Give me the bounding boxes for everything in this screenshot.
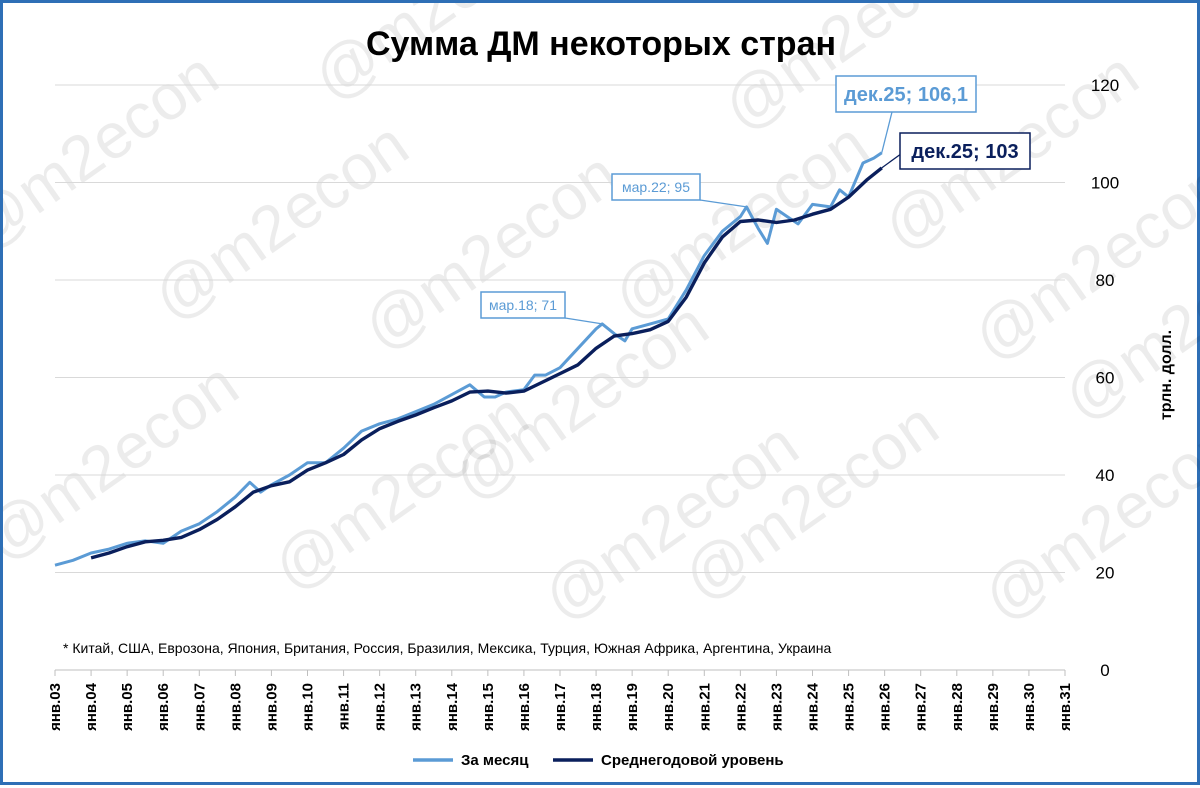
x-tick-label: янв.14 — [444, 682, 461, 731]
legend-label-annual: Среднегодовой уровень — [601, 752, 784, 769]
annotation-leader — [882, 155, 900, 168]
annotation-label: дек.25; 106,1 — [844, 84, 968, 106]
x-tick-label: янв.06 — [155, 683, 172, 731]
x-tick-label: янв.10 — [300, 683, 317, 731]
x-tick-label: янв.05 — [119, 683, 136, 731]
y-tick-label: 0 — [1100, 661, 1109, 680]
annotation-label: дек.25; 103 — [911, 141, 1018, 163]
x-tick-label: янв.26 — [877, 683, 894, 731]
x-tick-label: янв.19 — [624, 683, 641, 731]
y-tick-label: 120 — [1091, 76, 1119, 95]
x-tick-label: янв.12 — [372, 683, 389, 731]
watermark-text: @m2econ — [3, 348, 251, 575]
chart-title: Сумма ДМ некоторых стран — [366, 25, 836, 63]
x-tick-label: янв.31 — [1057, 683, 1074, 731]
x-tick-label: янв.23 — [768, 683, 785, 731]
x-tick-label: янв.17 — [552, 683, 569, 731]
x-tick-label: янв.11 — [336, 683, 353, 730]
legend-label-monthly: За месяц — [461, 752, 529, 769]
x-tick-label: янв.09 — [263, 683, 280, 731]
watermark-text: @m2econ — [3, 38, 231, 265]
x-tick-label: янв.28 — [949, 683, 966, 731]
x-tick-label: янв.20 — [660, 683, 677, 731]
x-tick-label: янв.24 — [805, 682, 822, 731]
y-tick-label: 20 — [1096, 564, 1115, 583]
x-tick-label: янв.25 — [841, 683, 858, 731]
x-tick-label: янв.04 — [83, 682, 100, 731]
annotation-leader — [882, 112, 892, 153]
y-tick-label: 60 — [1096, 369, 1115, 388]
y-tick-label: 100 — [1091, 174, 1119, 193]
x-tick-label: янв.15 — [480, 683, 497, 731]
x-tick-label: янв.16 — [516, 683, 533, 731]
annotation-label: мар.22; 95 — [622, 179, 690, 195]
x-tick-label: янв.30 — [1021, 683, 1038, 731]
watermark-text: @m2econ — [970, 408, 1200, 635]
y-axis-label: трлн. долл. — [1158, 330, 1175, 420]
footnote: * Китай, США, Еврозона, Япония, Британия… — [63, 640, 831, 656]
x-tick-label: янв.27 — [913, 683, 930, 731]
x-tick-label: янв.13 — [408, 683, 425, 731]
x-tick-label: янв.07 — [191, 683, 208, 731]
x-tick-label: янв.18 — [588, 683, 605, 731]
x-tick-label: янв.21 — [696, 683, 713, 731]
x-tick-label: янв.22 — [732, 683, 749, 731]
y-tick-label: 40 — [1096, 466, 1115, 485]
x-tick-label: янв.29 — [985, 683, 1002, 731]
annotation-leader — [565, 318, 602, 324]
line-chart: @m2econ@m2econ@m2econ@m2econ@m2econ@m2ec… — [3, 3, 1200, 788]
x-tick-label: янв.03 — [47, 683, 64, 731]
annotation-label: мар.18; 71 — [489, 297, 557, 313]
y-tick-label: 80 — [1096, 271, 1115, 290]
x-tick-label: янв.08 — [227, 683, 244, 731]
